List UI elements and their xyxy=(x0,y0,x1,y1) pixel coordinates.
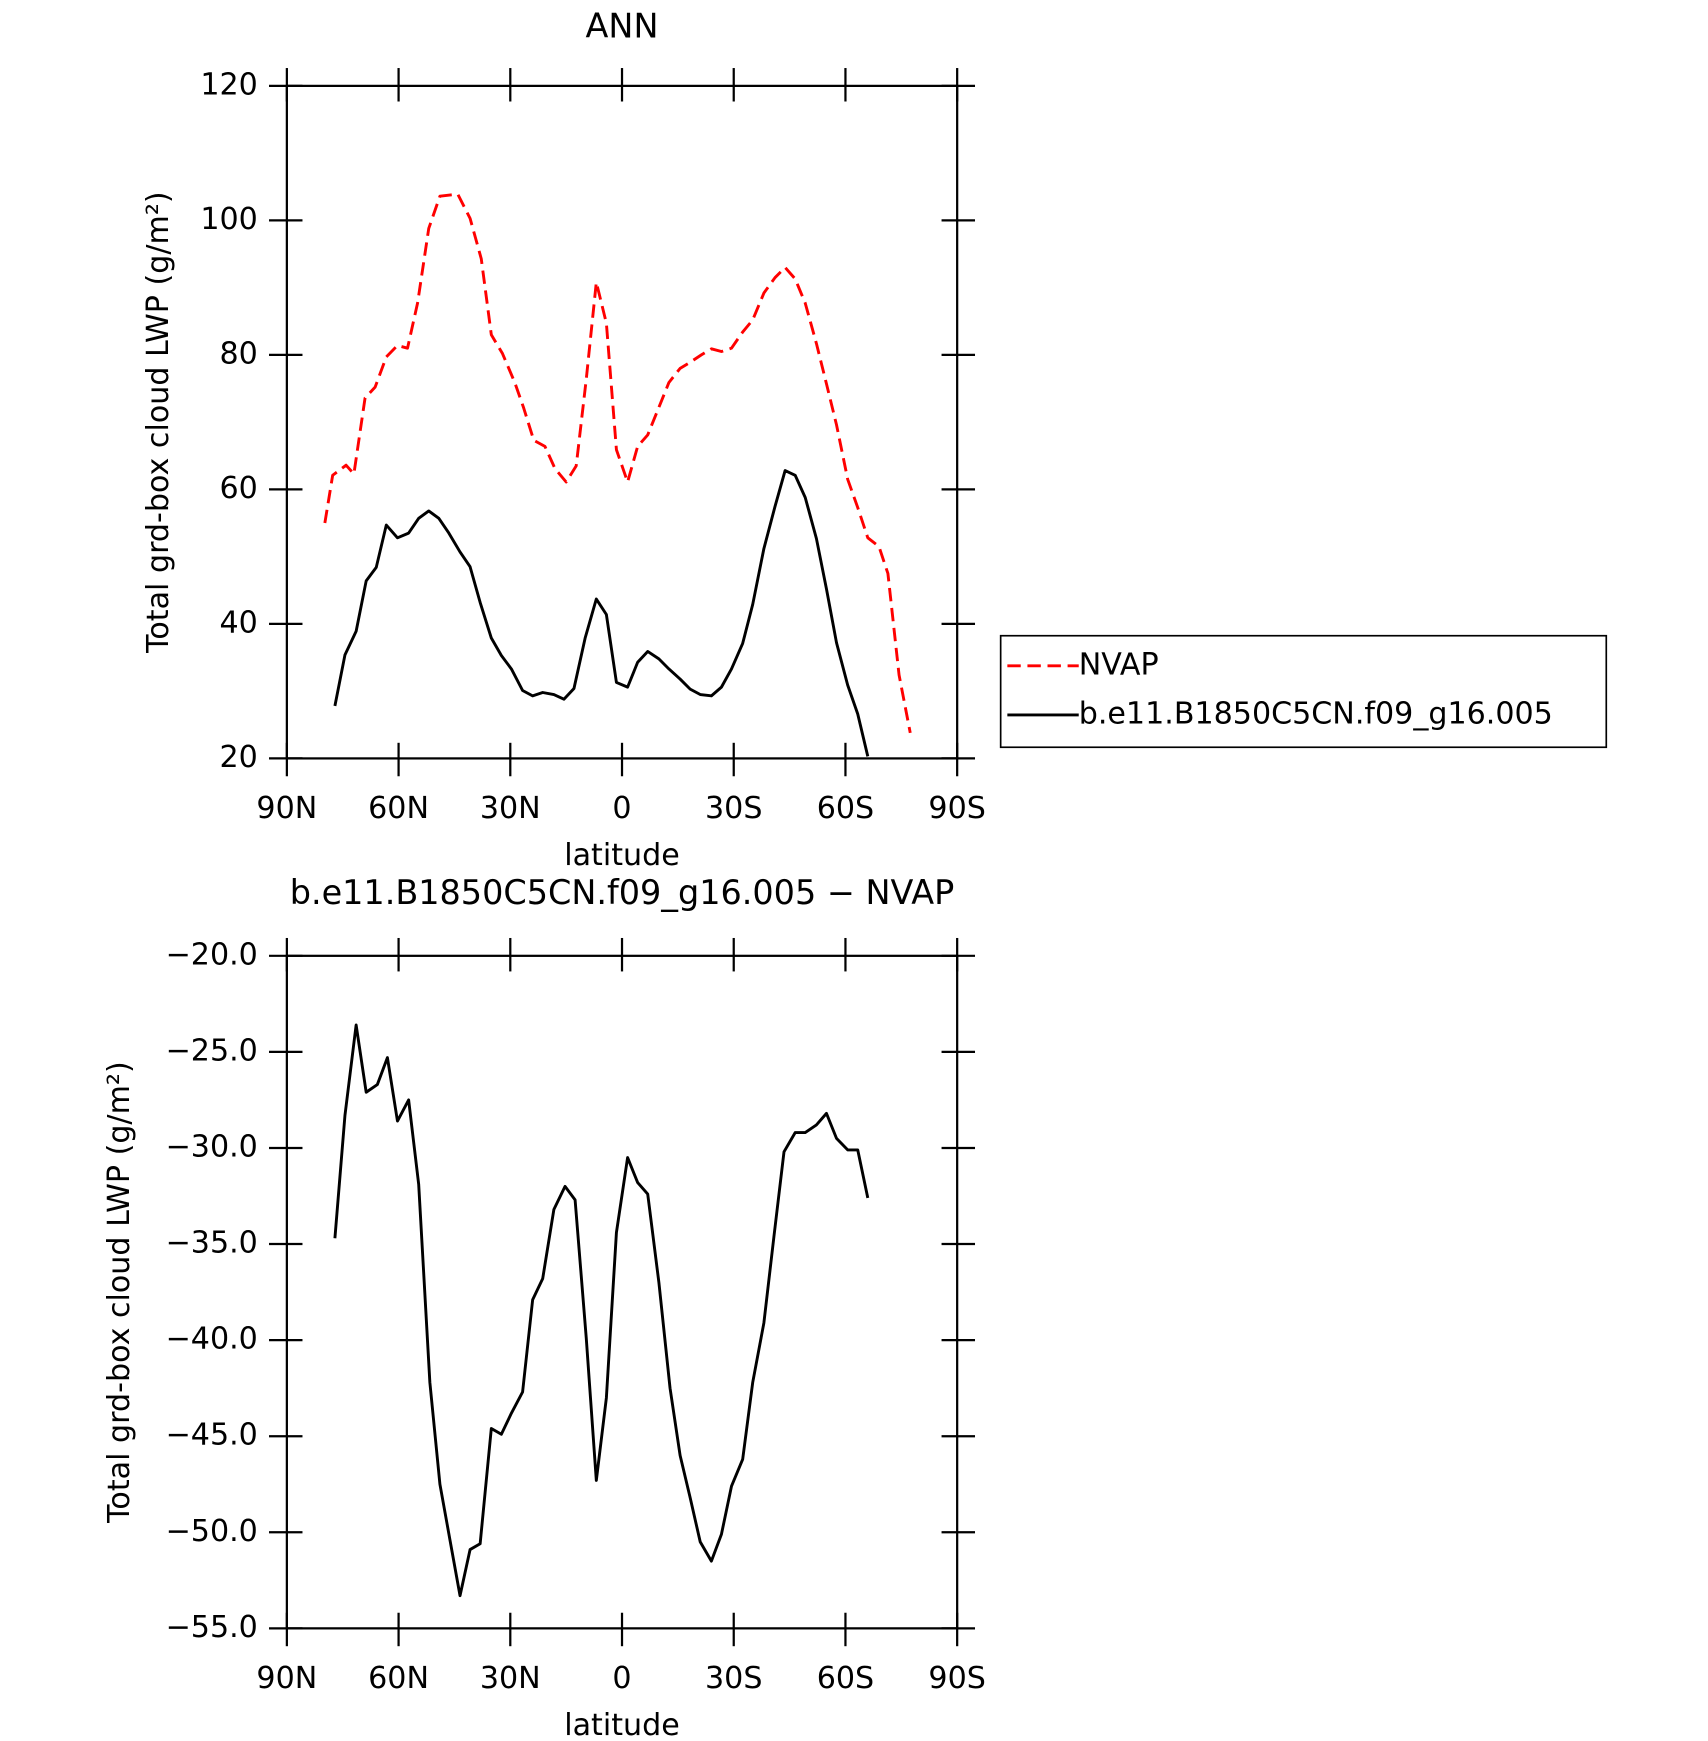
x-tick-label: 0 xyxy=(612,1661,631,1696)
x-tick-label: 60S xyxy=(817,1661,874,1696)
x-tick-label: 90N xyxy=(256,1661,317,1696)
y-tick-label: 20 xyxy=(220,740,258,775)
x-tick-label: 90N xyxy=(256,791,317,826)
legend-box xyxy=(999,634,1608,749)
y-tick-label: −40.0 xyxy=(166,1322,258,1357)
x-tick-label: 30N xyxy=(480,791,541,826)
y-tick-label: 60 xyxy=(220,471,258,506)
x-tick-label: 30N xyxy=(480,1661,541,1696)
y-axis-label: Total grd-box cloud LWP (g/m²) xyxy=(141,191,176,654)
y-tick-label: −30.0 xyxy=(166,1129,258,1164)
chart-title: b.e11.B1850C5CN.f09_g16.005 − NVAP xyxy=(290,873,955,912)
y-tick-label: 80 xyxy=(220,336,258,371)
y-tick-label: −20.0 xyxy=(166,937,258,972)
data-line xyxy=(333,469,870,757)
x-tick-label: 60S xyxy=(817,791,874,826)
legend-label: NVAP xyxy=(1079,647,1159,682)
y-tick-label: 120 xyxy=(200,67,257,102)
y-tick-label: −55.0 xyxy=(166,1610,258,1645)
y-tick-label: −50.0 xyxy=(166,1514,258,1549)
data-line xyxy=(333,1023,870,1598)
x-axis-label: latitude xyxy=(564,838,680,873)
x-tick-label: 30S xyxy=(705,1661,762,1696)
y-tick-label: −25.0 xyxy=(166,1033,258,1068)
x-tick-label: 90S xyxy=(928,791,985,826)
x-tick-label: 90S xyxy=(928,1661,985,1696)
y-tick-label: −45.0 xyxy=(166,1418,258,1453)
legend-label: b.e11.B1850C5CN.f09_g16.005 xyxy=(1079,696,1553,731)
x-tick-label: 0 xyxy=(612,791,631,826)
x-tick-label: 30S xyxy=(705,791,762,826)
x-axis-label: latitude xyxy=(564,1708,680,1741)
y-axis-label: Total grd-box cloud LWP (g/m²) xyxy=(102,1061,137,1524)
x-tick-label: 60N xyxy=(368,791,429,826)
y-tick-label: 40 xyxy=(220,605,258,640)
y-tick-label: 100 xyxy=(200,202,257,237)
plot-frame xyxy=(285,84,959,760)
y-tick-label: −35.0 xyxy=(166,1226,258,1261)
chart-title: ANN xyxy=(586,6,659,45)
data-line xyxy=(323,192,912,734)
x-tick-label: 60N xyxy=(368,1661,429,1696)
